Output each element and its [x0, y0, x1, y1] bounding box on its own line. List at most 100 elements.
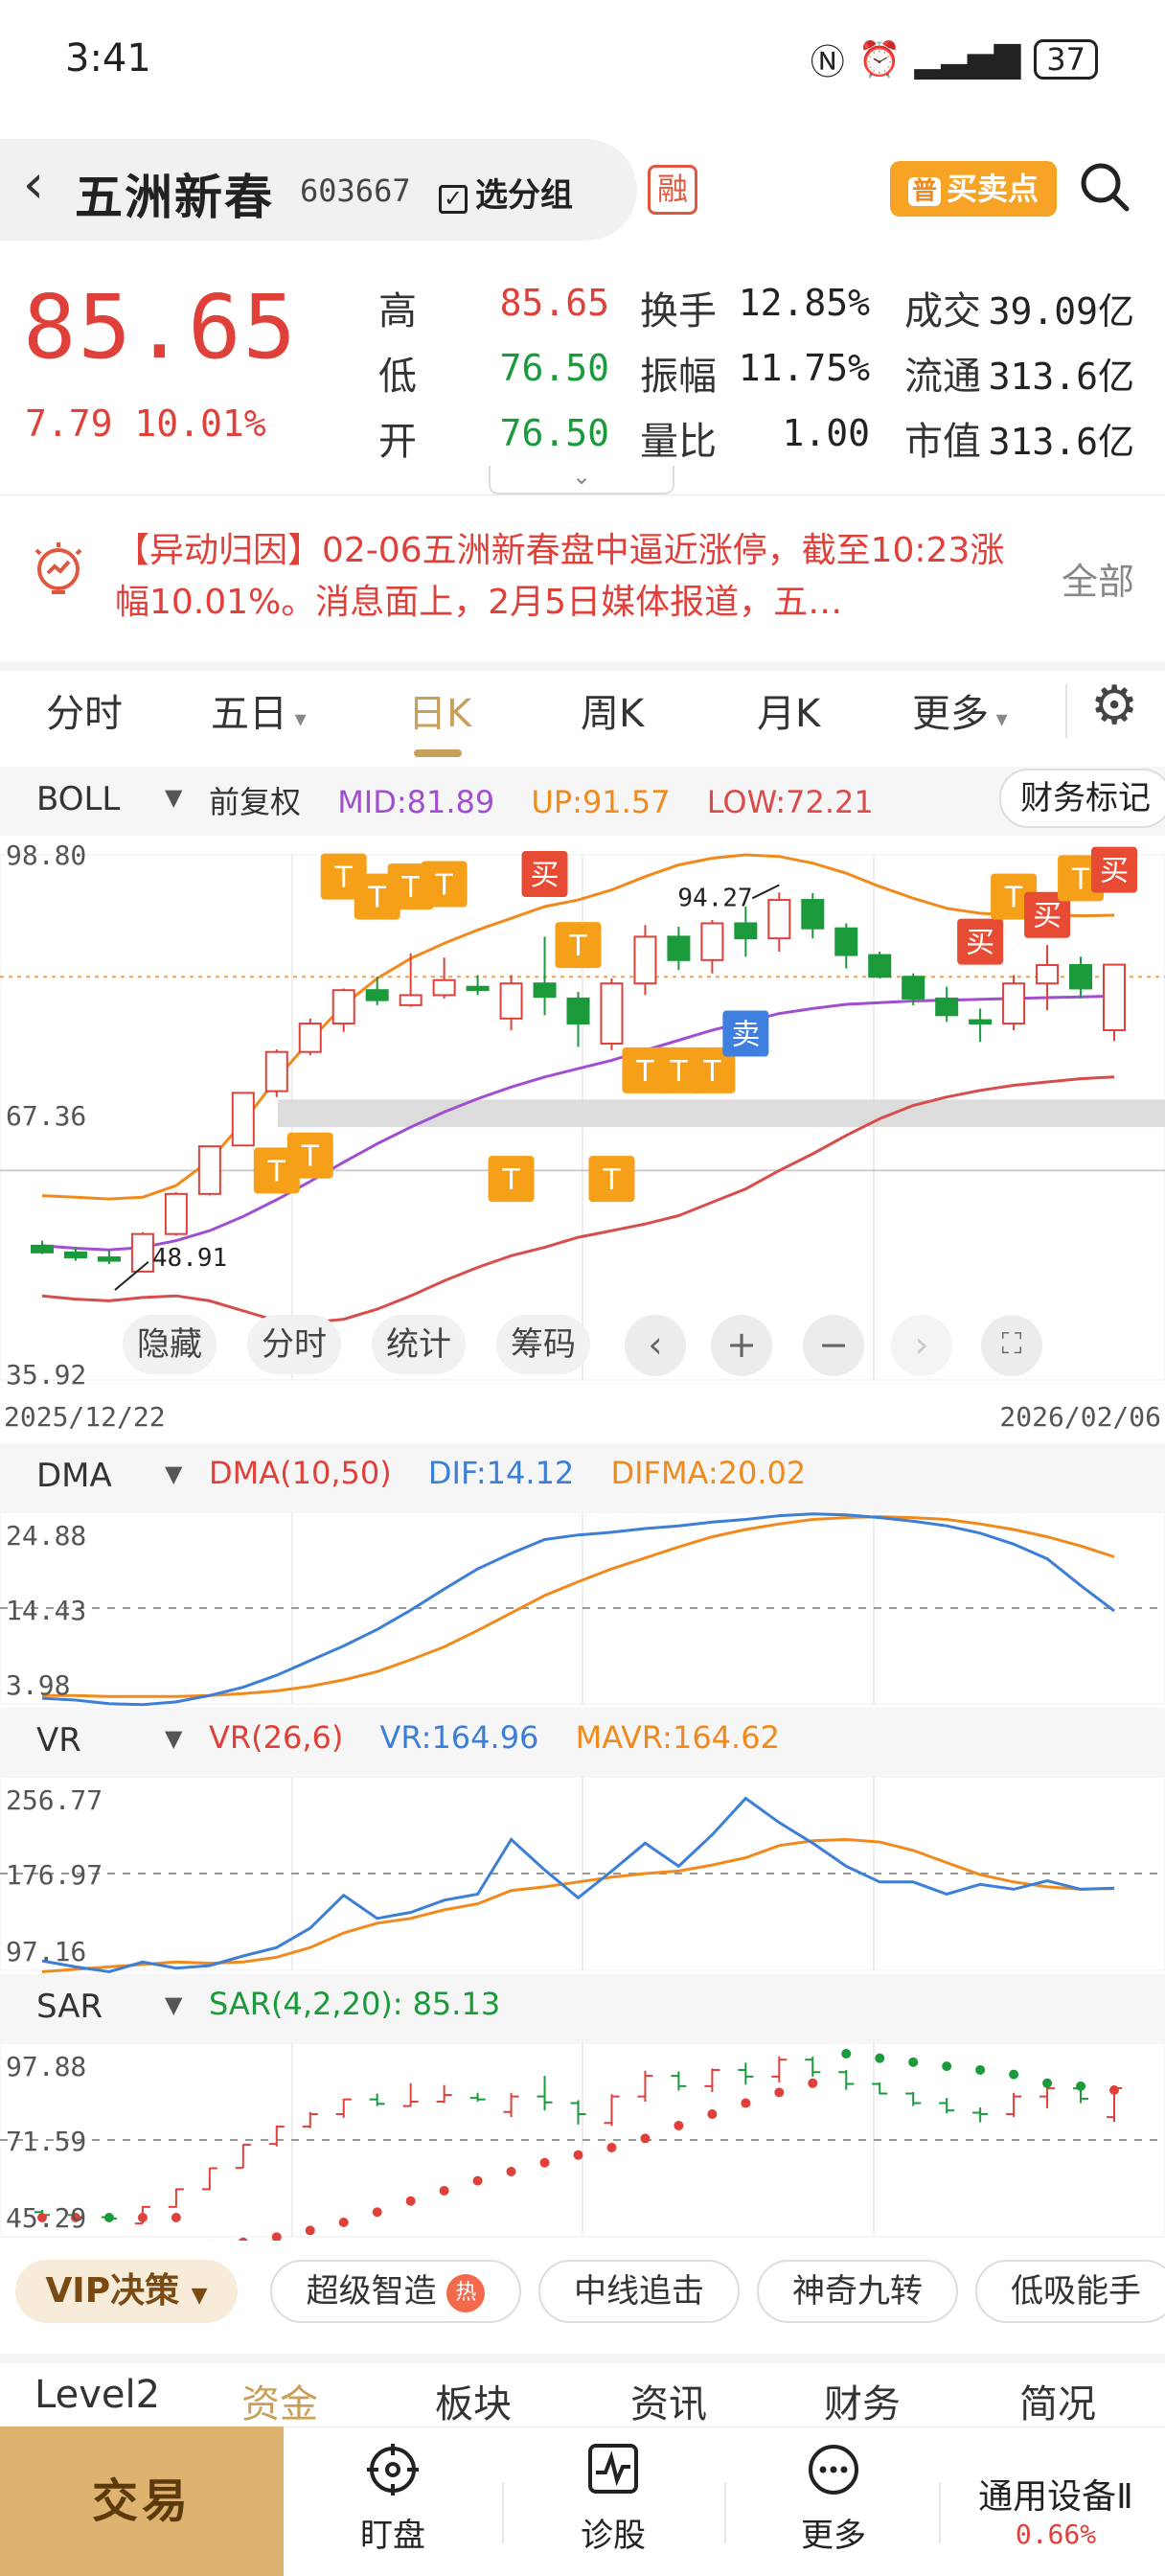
- vr-header: [0, 1708, 1165, 1777]
- news-banner[interactable]: [0, 494, 1165, 654]
- t-marker-label: T: [400, 871, 420, 905]
- info-tab-4[interactable]: 财务: [824, 2382, 901, 2426]
- zoom-in-icon[interactable]: +: [711, 1315, 772, 1376]
- sar-params: SAR(4,2,20):: [209, 1986, 403, 2022]
- crosshair-icon: [297, 2442, 489, 2509]
- bottom-divider: [939, 2482, 941, 2543]
- checkbox-icon: ✓: [439, 185, 468, 214]
- candle-body: [969, 1019, 993, 1025]
- info-tab-2[interactable]: 板块: [435, 2382, 512, 2426]
- tab-1[interactable]: 五日 ▾: [211, 682, 307, 738]
- dma-difma-line: [42, 1515, 1115, 1698]
- zoom-out-icon[interactable]: −: [803, 1315, 864, 1376]
- price-band: [278, 1099, 1165, 1128]
- pulse-chart-icon: [517, 2442, 709, 2509]
- vip-decision-button[interactable]: VIP决策 ▼: [15, 2260, 238, 2323]
- caret-down-icon: ▾: [287, 705, 307, 732]
- tab-3[interactable]: 周K: [581, 682, 644, 738]
- tab-4[interactable]: 月K: [757, 682, 820, 738]
- caret-down-icon[interactable]: ▼: [165, 1991, 183, 2018]
- stats-button[interactable]: 统计: [372, 1315, 466, 1374]
- sar-value: 85.13: [412, 1986, 501, 2022]
- strategy-chip[interactable]: 低吸能手: [975, 2260, 1165, 2323]
- price-change: 7.79 10.01%: [25, 402, 266, 445]
- more-button[interactable]: 更多: [738, 2442, 929, 2556]
- candle-body: [734, 922, 758, 940]
- vr-indicator-select[interactable]: VR: [36, 1721, 81, 1760]
- search-icon[interactable]: [1077, 159, 1132, 227]
- t-marker-label: T: [1004, 882, 1023, 915]
- chevron-right-icon[interactable]: ›: [891, 1315, 952, 1376]
- quote-label: 高: [378, 289, 417, 334]
- intraday-button[interactable]: 分时: [247, 1315, 341, 1374]
- select-group-button[interactable]: ✓ 选分组: [439, 169, 573, 216]
- t-marker-label: T: [635, 1055, 654, 1089]
- strategy-chip[interactable]: 神奇九转: [757, 2260, 958, 2323]
- sar-dot: [573, 2150, 583, 2160]
- caret-down-icon[interactable]: ▼: [165, 1725, 183, 1752]
- margin-trading-badge[interactable]: 融: [648, 165, 697, 215]
- sar-header: [0, 1974, 1165, 2043]
- sector-name[interactable]: 通用设备Ⅱ: [978, 2477, 1133, 2517]
- chips-button[interactable]: 筹码: [496, 1315, 590, 1374]
- buy-marker: [521, 851, 568, 898]
- vip-label: VIP决策: [45, 2271, 180, 2311]
- t-marker-label: T: [501, 1163, 520, 1197]
- sar-indicator-select[interactable]: SAR: [36, 1988, 103, 2026]
- active-tab-indicator: [414, 749, 462, 757]
- fullscreen-icon[interactable]: ⛶: [981, 1315, 1042, 1376]
- strategy-chip[interactable]: 中线追击: [538, 2260, 740, 2323]
- dma-values: DMA(10,50) DIF:14.12 DIFMA:20.02: [209, 1455, 833, 1491]
- buy-marker-label: 买: [531, 859, 560, 892]
- info-tab-1[interactable]: 资金: [241, 2382, 318, 2426]
- hide-button[interactable]: 隐藏: [123, 1315, 217, 1374]
- candle-body: [633, 935, 657, 985]
- gear-icon[interactable]: ⚙: [1090, 675, 1139, 737]
- candle-body: [801, 899, 825, 930]
- financial-marks-button[interactable]: 财务标记: [999, 769, 1165, 828]
- dma-dif-line: [41, 1512, 1115, 1707]
- sar-values: SAR(4,2,20): 85.13: [209, 1986, 527, 2022]
- dma-indicator-select[interactable]: DMA: [36, 1457, 112, 1495]
- caret-down-icon: ▾: [989, 705, 1008, 732]
- tab-0[interactable]: 分时: [46, 682, 123, 738]
- info-tab-0[interactable]: Level2: [34, 2373, 161, 2417]
- sar-y-bottom: 45.29: [6, 2202, 87, 2234]
- caret-down-icon[interactable]: ▼: [165, 784, 183, 811]
- back-icon[interactable]: ‹: [22, 153, 45, 216]
- boll-indicator-select[interactable]: BOLL: [36, 780, 121, 818]
- strategy-chip[interactable]: 超级智造 热: [270, 2260, 521, 2323]
- quote-label: 开: [378, 420, 417, 464]
- tab-5[interactable]: 更多 ▾: [912, 682, 1008, 738]
- quote-value: 76.50: [499, 347, 609, 389]
- candle-body: [1103, 963, 1126, 1032]
- expand-quote-button[interactable]: ⌄: [489, 465, 674, 494]
- info-tab-3[interactable]: 资讯: [630, 2382, 707, 2426]
- chevron-left-icon[interactable]: ‹: [625, 1315, 686, 1376]
- buy-sell-points-button[interactable]: 普买卖点: [890, 161, 1057, 217]
- buy-marker: [1091, 846, 1137, 893]
- watch-button[interactable]: 盯盘: [297, 2442, 489, 2556]
- sar-dot: [942, 2061, 952, 2072]
- trade-button[interactable]: 交易: [0, 2426, 284, 2576]
- adjust-mode[interactable]: 前复权: [209, 784, 302, 820]
- candle-body: [466, 985, 490, 992]
- caret-down-icon[interactable]: ▼: [165, 1460, 183, 1487]
- vr-line: [41, 1796, 1115, 1974]
- tab-2[interactable]: 日K: [408, 682, 471, 738]
- t-marker: [555, 922, 602, 969]
- vr-params: VR(26,6): [209, 1719, 344, 1756]
- info-tab-5[interactable]: 简况: [1019, 2382, 1096, 2426]
- t-marker: [689, 1046, 736, 1093]
- sar-dot: [271, 2232, 282, 2242]
- status-icons: Ⓝ ⏰ ▂▃▅▇ 37: [811, 34, 1098, 84]
- sar-dot: [439, 2185, 449, 2196]
- status-time: 3:41: [65, 36, 151, 80]
- candle-body: [499, 982, 523, 1020]
- candle-body: [197, 1145, 221, 1195]
- diagnose-button[interactable]: 诊股: [517, 2442, 709, 2556]
- more-label: 更多: [801, 2517, 866, 2555]
- buy-sell-badge: 普: [907, 177, 941, 206]
- news-all-link[interactable]: 全部: [1062, 561, 1135, 603]
